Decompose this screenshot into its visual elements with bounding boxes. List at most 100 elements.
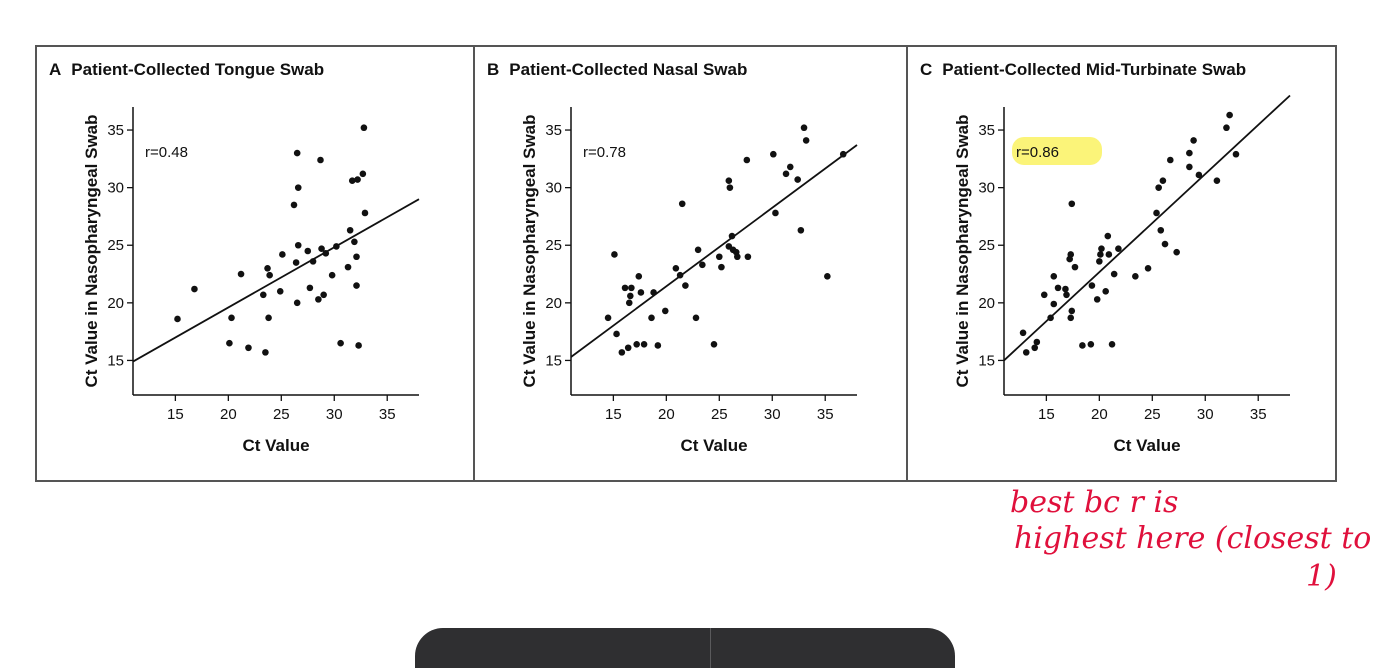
data-point bbox=[1213, 177, 1221, 185]
data-point bbox=[1110, 270, 1118, 278]
r-value-highlight bbox=[1012, 137, 1102, 165]
data-point bbox=[174, 315, 181, 323]
data-point bbox=[1226, 111, 1233, 119]
data-point bbox=[1098, 245, 1105, 252]
data-point bbox=[245, 344, 252, 352]
data-point bbox=[265, 314, 272, 322]
data-point bbox=[800, 124, 808, 132]
panel-a-title: A Patient-Collected Tongue Swab bbox=[49, 60, 324, 80]
data-point bbox=[640, 341, 648, 348]
data-point bbox=[1063, 291, 1070, 299]
data-point bbox=[710, 341, 718, 348]
data-point bbox=[628, 284, 635, 292]
x-tick-label: 25 bbox=[273, 406, 290, 423]
panel-b: B Patient-Collected Nasal Swab 15 20 25 30 35… bbox=[475, 47, 908, 480]
data-point bbox=[1079, 342, 1086, 349]
data-point bbox=[1186, 149, 1193, 157]
data-point bbox=[782, 170, 790, 178]
y-tick-label: 15 bbox=[545, 352, 562, 369]
data-point bbox=[661, 307, 669, 315]
y-axis-label: Ct Value in Nasopharyngeal Swab bbox=[82, 114, 101, 387]
panel-b-title: B Patient-Collected Nasal Swab bbox=[487, 60, 747, 80]
regression-line bbox=[1003, 94, 1291, 362]
data-point bbox=[1159, 177, 1167, 185]
handwritten-note-line-3: 1) bbox=[1306, 559, 1337, 594]
data-point bbox=[1050, 300, 1058, 308]
data-point bbox=[676, 271, 684, 279]
y-tick-label: 20 bbox=[978, 295, 995, 312]
y-tick-label: 30 bbox=[545, 180, 562, 197]
data-point bbox=[1115, 245, 1122, 252]
data-point bbox=[1096, 258, 1103, 265]
x-tick-label: 35 bbox=[379, 406, 396, 423]
data-point bbox=[772, 209, 779, 217]
x-tick-label: 15 bbox=[167, 406, 184, 423]
data-point bbox=[309, 258, 317, 265]
data-point bbox=[1132, 273, 1139, 280]
chart-a: 15 20 25 30 35 15 20 25 30 35 Ct Value Ct Value in … bbox=[82, 107, 420, 455]
data-point bbox=[1104, 232, 1112, 240]
y-tick-label: 25 bbox=[978, 237, 995, 254]
x-tick-label: 30 bbox=[1197, 406, 1214, 423]
data-point bbox=[633, 341, 640, 348]
chart-c: 15 20 25 30 35 15 20 25 30 35 Ct Value Ct Value in … bbox=[953, 94, 1291, 455]
regression-line bbox=[570, 144, 858, 358]
data-point bbox=[624, 344, 632, 352]
data-point bbox=[839, 150, 847, 158]
x-tick-label: 35 bbox=[1250, 406, 1267, 423]
data-point bbox=[304, 247, 312, 255]
data-point bbox=[351, 238, 358, 246]
data-point bbox=[1161, 240, 1169, 248]
x-tick-label: 15 bbox=[605, 406, 622, 423]
y-axis-label: Ct Value in Nasopharyngeal Swab bbox=[953, 114, 972, 387]
data-point bbox=[237, 270, 245, 278]
data-point bbox=[333, 243, 340, 250]
data-point bbox=[604, 314, 612, 322]
data-point bbox=[228, 314, 235, 322]
data-point bbox=[715, 253, 723, 261]
data-point bbox=[728, 232, 736, 240]
y-tick-label: 35 bbox=[545, 122, 562, 139]
data-point bbox=[294, 241, 302, 249]
data-point bbox=[1167, 156, 1174, 164]
data-point bbox=[1144, 264, 1152, 272]
panel-c-letter: C bbox=[920, 60, 933, 79]
data-point bbox=[627, 292, 634, 300]
data-point bbox=[1093, 296, 1101, 303]
data-point bbox=[292, 259, 300, 266]
bottom-toolbar[interactable] bbox=[415, 628, 955, 668]
data-point bbox=[1047, 314, 1054, 322]
data-point bbox=[648, 314, 655, 322]
data-point bbox=[613, 330, 620, 338]
data-point bbox=[344, 263, 352, 271]
data-point bbox=[1088, 282, 1096, 289]
data-point bbox=[1019, 329, 1027, 337]
data-point bbox=[694, 246, 702, 254]
r-value-label: r=0.78 bbox=[583, 144, 626, 161]
data-point bbox=[618, 349, 626, 356]
data-point bbox=[1105, 251, 1113, 258]
data-point bbox=[621, 284, 629, 292]
x-tick-label: 15 bbox=[1038, 406, 1055, 423]
panel-a-title-text: Patient-Collected Tongue Swab bbox=[71, 60, 325, 79]
data-point bbox=[794, 176, 801, 183]
data-point bbox=[1071, 263, 1079, 271]
data-point bbox=[1067, 251, 1075, 258]
x-tick-label: 20 bbox=[658, 406, 675, 423]
data-point bbox=[360, 124, 368, 132]
x-tick-label: 20 bbox=[220, 406, 237, 423]
data-point bbox=[743, 156, 751, 164]
data-point bbox=[1022, 349, 1030, 356]
data-point bbox=[1040, 291, 1048, 299]
panel-c-title-text: Patient-Collected Mid-Turbinate Swab bbox=[942, 60, 1247, 79]
data-point bbox=[692, 314, 700, 322]
data-point bbox=[625, 299, 633, 307]
data-point bbox=[650, 289, 657, 296]
data-point bbox=[802, 137, 810, 144]
x-tick-label: 30 bbox=[764, 406, 781, 423]
panel-a: A Patient-Collected Tongue Swab 15 20 25 30 3… bbox=[37, 47, 475, 480]
data-point bbox=[290, 201, 298, 209]
y-tick-label: 20 bbox=[545, 295, 562, 312]
data-point bbox=[1157, 226, 1165, 234]
y-tick-label: 20 bbox=[107, 295, 124, 312]
